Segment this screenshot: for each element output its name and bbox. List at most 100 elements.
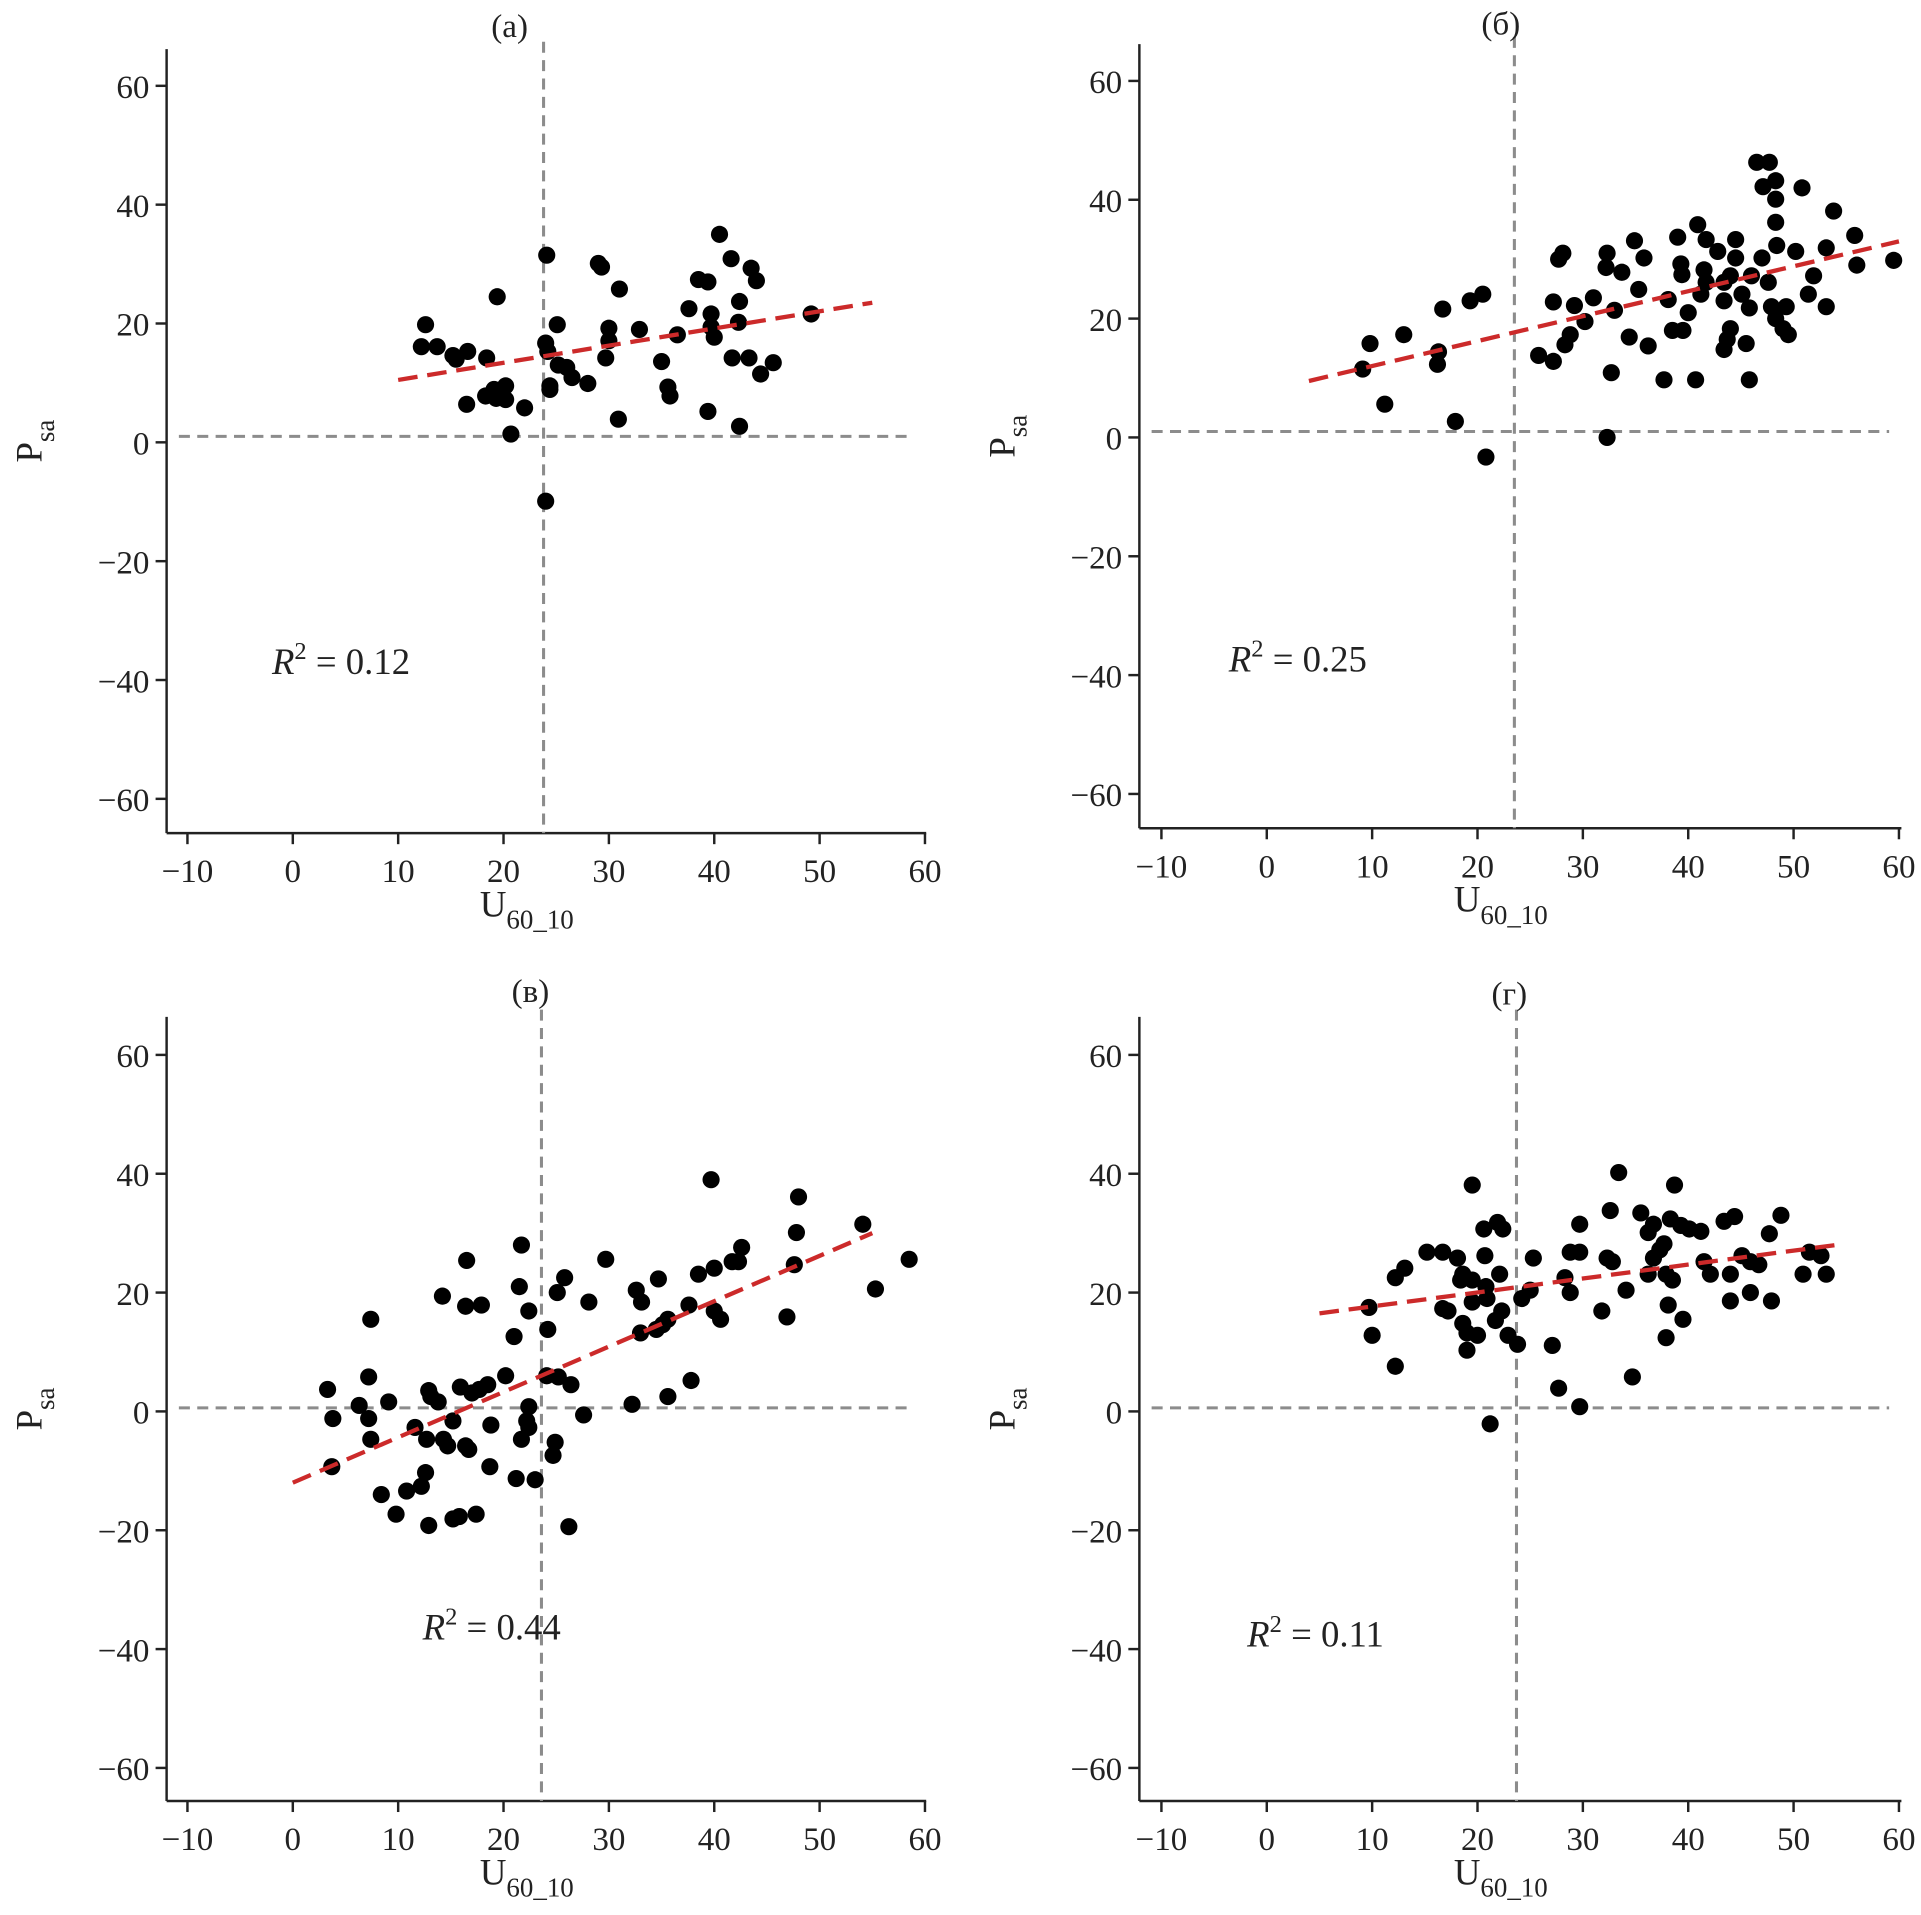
trend-line bbox=[397, 300, 873, 383]
x-tick-label: 40 bbox=[698, 854, 731, 890]
data-point bbox=[702, 305, 720, 323]
data-point bbox=[1508, 1335, 1527, 1353]
x-tick-label: −10 bbox=[1136, 1822, 1188, 1858]
panel-title: (г) bbox=[1492, 977, 1528, 1013]
data-point bbox=[1463, 1176, 1481, 1194]
y-tick-label: 60 bbox=[1089, 65, 1122, 101]
data-point bbox=[1623, 1368, 1641, 1386]
data-point bbox=[764, 354, 782, 372]
data-point bbox=[1754, 178, 1772, 196]
x-axis-label-main: U bbox=[1454, 1851, 1481, 1892]
x-axis-label-subscript: 60_10 bbox=[1480, 900, 1547, 930]
data-point bbox=[479, 1376, 497, 1394]
data-point bbox=[318, 1380, 337, 1399]
data-point bbox=[556, 1269, 574, 1287]
r-squared-annotation: R2 = 0.25 bbox=[1228, 636, 1367, 680]
data-point bbox=[546, 1433, 564, 1451]
data-point bbox=[705, 328, 723, 346]
data-point bbox=[1584, 289, 1602, 307]
x-axis-label-subscript: 60_10 bbox=[506, 905, 573, 935]
r-squared-value: = 0.25 bbox=[1264, 638, 1367, 679]
data-point bbox=[1475, 1220, 1493, 1238]
data-point bbox=[563, 368, 581, 387]
y-tick-label: −60 bbox=[1070, 778, 1122, 814]
y-tick-label: 20 bbox=[116, 1277, 149, 1313]
data-point bbox=[416, 316, 435, 334]
data-point bbox=[1817, 1265, 1835, 1283]
y-tick-label: 0 bbox=[133, 427, 150, 463]
data-point bbox=[729, 1253, 748, 1271]
data-point bbox=[1715, 292, 1733, 310]
data-point bbox=[548, 1283, 566, 1302]
scatter-panel-1: −10 0 10 20 30 40 50 60 60 40 20 0 −20 −40 −60 (а) U60_1… bbox=[9, 9, 942, 935]
x-tick-label: −10 bbox=[162, 854, 214, 890]
data-point bbox=[1571, 1215, 1589, 1233]
data-point bbox=[1544, 352, 1562, 370]
r-squared-symbol: R bbox=[271, 641, 294, 682]
r-squared-annotation: R2 = 0.12 bbox=[271, 638, 410, 682]
y-tick-label: −20 bbox=[98, 1514, 150, 1550]
data-point bbox=[350, 1396, 368, 1415]
data-point bbox=[1461, 292, 1479, 310]
y-tick-label: −60 bbox=[98, 1752, 150, 1788]
data-point bbox=[1741, 1283, 1759, 1302]
data-point bbox=[387, 1505, 405, 1523]
data-point bbox=[592, 258, 611, 276]
data-point bbox=[1561, 326, 1579, 344]
data-point bbox=[575, 1406, 593, 1424]
data-point bbox=[1428, 355, 1447, 373]
y-axis-label-subscript: sa bbox=[1003, 1387, 1033, 1409]
data-point bbox=[1687, 371, 1705, 389]
panel-title: (в) bbox=[512, 974, 550, 1010]
x-tick-label: 10 bbox=[382, 1822, 415, 1858]
data-point bbox=[610, 280, 629, 298]
x-tick-label: 20 bbox=[487, 1822, 520, 1858]
x-axis-label-main: U bbox=[480, 1851, 507, 1892]
data-point bbox=[1494, 1220, 1512, 1238]
x-axis-label-main: U bbox=[1454, 879, 1481, 920]
data-point bbox=[1493, 1302, 1511, 1320]
data-point bbox=[1524, 1249, 1542, 1267]
data-point bbox=[1727, 230, 1745, 249]
data-point bbox=[699, 273, 717, 291]
data-point bbox=[1625, 232, 1644, 250]
data-point bbox=[752, 365, 770, 383]
data-point bbox=[560, 1518, 578, 1536]
r-squared-symbol: R bbox=[1246, 1614, 1269, 1655]
y-tick-label: −40 bbox=[98, 1633, 150, 1669]
data-point bbox=[1762, 1292, 1781, 1310]
data-point bbox=[1448, 1249, 1467, 1267]
data-point bbox=[1672, 255, 1690, 273]
data-point bbox=[1885, 251, 1903, 269]
y-tick-label: 0 bbox=[133, 1396, 150, 1432]
data-point bbox=[507, 1469, 525, 1488]
data-point bbox=[689, 1265, 708, 1283]
x-tick-label: 30 bbox=[592, 1822, 625, 1858]
data-point bbox=[544, 1446, 562, 1464]
data-point bbox=[1597, 258, 1615, 277]
data-point bbox=[497, 390, 515, 409]
data-point bbox=[1659, 1296, 1677, 1314]
y-tick-label: 20 bbox=[116, 308, 149, 344]
data-point bbox=[1799, 285, 1817, 303]
data-point bbox=[661, 387, 679, 405]
y-tick-label: 0 bbox=[1106, 1396, 1123, 1432]
data-point bbox=[497, 1367, 515, 1385]
data-point bbox=[1740, 371, 1758, 389]
data-point bbox=[632, 1293, 651, 1311]
data-point bbox=[458, 395, 476, 413]
data-point bbox=[1794, 1265, 1812, 1283]
data-point bbox=[630, 320, 649, 339]
data-point bbox=[1561, 1283, 1579, 1302]
data-point bbox=[609, 410, 627, 428]
x-axis-label: U60_10 bbox=[480, 1851, 574, 1902]
data-point bbox=[1632, 1204, 1650, 1222]
data-point bbox=[1544, 293, 1562, 311]
data-point bbox=[1463, 1271, 1481, 1289]
r-squared-value: = 0.11 bbox=[1282, 1614, 1384, 1655]
data-point bbox=[1726, 1207, 1744, 1226]
data-point bbox=[482, 1416, 500, 1434]
data-point bbox=[1805, 267, 1823, 285]
data-point bbox=[1793, 179, 1811, 197]
y-tick-label: 60 bbox=[1089, 1039, 1122, 1075]
